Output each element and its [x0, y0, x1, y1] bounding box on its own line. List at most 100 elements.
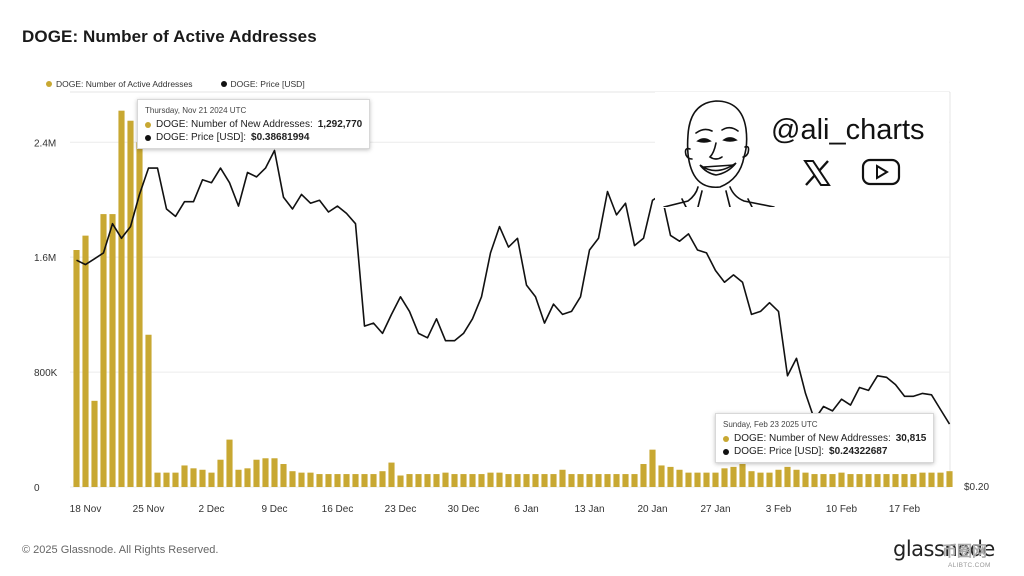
price-line: [76, 149, 951, 425]
bar: [946, 471, 953, 487]
bar: [577, 474, 584, 487]
bar: [919, 472, 926, 487]
bar: [298, 472, 305, 487]
bar: [829, 474, 836, 487]
bar: [937, 472, 944, 487]
legend-label: DOGE: Number of Active Addresses: [56, 79, 193, 89]
bar: [280, 464, 287, 487]
bar: [433, 474, 440, 487]
legend-item-price[interactable]: DOGE: Price [USD]: [220, 79, 305, 89]
bar: [154, 472, 161, 487]
bar: [667, 466, 674, 487]
x-tick-label: 17 Feb: [889, 504, 921, 515]
bar: [532, 474, 539, 487]
tooltip-row: DOGE: Number of New Addresses: 30,815: [723, 432, 926, 445]
bar: [541, 474, 548, 487]
tooltip-label: DOGE: Number of New Addresses:: [156, 119, 313, 130]
bar: [424, 474, 431, 487]
bar: [640, 464, 647, 487]
bar: [253, 459, 260, 487]
tooltip-dot-black: [145, 134, 151, 141]
bar: [631, 474, 638, 487]
tooltip-feb-23: Sunday, Feb 23 2025 UTC DOGE: Number of …: [715, 413, 935, 463]
bar: [442, 472, 449, 487]
x-tick-label: 6 Jan: [514, 504, 538, 515]
tooltip-value: 1,292,770: [317, 119, 363, 130]
bar: [226, 439, 233, 487]
bar: [127, 120, 134, 488]
bar: [73, 250, 80, 487]
bar: [415, 474, 422, 487]
bar: [649, 449, 656, 487]
bar: [928, 472, 935, 487]
legend-label: DOGE: Price [USD]: [230, 79, 305, 89]
bar: [730, 466, 737, 487]
bar: [379, 471, 386, 487]
x-tick-label: 3 Feb: [766, 504, 792, 515]
bar: [478, 474, 485, 487]
bar: [910, 474, 917, 487]
bar: [163, 472, 170, 487]
bar: [388, 462, 395, 487]
tooltip-label: DOGE: Price [USD]:: [734, 446, 825, 457]
legend-dot-gold: [46, 81, 52, 87]
bar: [568, 474, 575, 487]
watermark-logo: 币圈网: [942, 543, 988, 560]
y-tick-label: 1.6M: [34, 253, 56, 264]
legend-item-active-addresses[interactable]: DOGE: Number of Active Addresses: [46, 79, 193, 89]
bar: [199, 469, 206, 487]
bar: [343, 474, 350, 487]
bar: [100, 214, 107, 487]
x-tick-label: 30 Dec: [448, 504, 480, 515]
x-tick-label: 20 Jan: [637, 504, 667, 515]
bar: [325, 474, 332, 487]
chart-legend[interactable]: DOGE: Number of Active Addresses DOGE: P…: [46, 79, 305, 89]
tooltip-value: $0.38681994: [251, 132, 310, 143]
bar: [676, 469, 683, 487]
bar: [370, 474, 377, 487]
y-tick-label: 0: [34, 483, 40, 494]
caricature-face: [663, 100, 775, 207]
bar: [703, 472, 710, 487]
bar: [901, 474, 908, 487]
bar: [406, 474, 413, 487]
bar: [847, 474, 854, 487]
tooltip-value: $0.24322687: [829, 446, 888, 457]
bar: [748, 471, 755, 487]
bar: [685, 472, 692, 487]
bar: [181, 465, 188, 487]
youtube-icon: [861, 158, 901, 186]
x-axis-ticks: 18 Nov 25 Nov 2 Dec 9 Dec 16 Dec 23 Dec 30 Dec…: [70, 504, 921, 515]
tooltip-row: DOGE: Price [USD]: $0.24322687: [723, 445, 926, 458]
bar: [550, 474, 557, 487]
bar: [694, 472, 701, 487]
bar: [352, 474, 359, 487]
x-tick-label: 2 Dec: [198, 504, 224, 515]
bar: [595, 474, 602, 487]
right-axis-label: $0.20: [964, 482, 989, 493]
bar: [793, 469, 800, 487]
bar: [208, 472, 215, 487]
tooltip-date: Sunday, Feb 23 2025 UTC: [723, 420, 818, 429]
y-tick-label: 2.4M: [34, 138, 56, 149]
bar: [82, 235, 89, 487]
bar: [820, 474, 827, 487]
bar: [514, 474, 521, 487]
bar: [523, 474, 530, 487]
bar: [289, 471, 296, 487]
x-tick-label: 27 Jan: [700, 504, 730, 515]
bar: [316, 474, 323, 487]
bar: [91, 400, 98, 487]
bar: [145, 334, 152, 487]
bar: [136, 142, 143, 488]
bar: [865, 474, 872, 487]
bar: [721, 468, 728, 487]
bar: [307, 472, 314, 487]
bar: [613, 474, 620, 487]
bar: [658, 465, 665, 487]
bar: [757, 472, 764, 487]
copyright-text: © 2025 Glassnode. All Rights Reserved.: [22, 544, 219, 556]
bar: [739, 464, 746, 487]
bar: [190, 468, 197, 487]
tooltip-dot-black: [723, 448, 729, 455]
